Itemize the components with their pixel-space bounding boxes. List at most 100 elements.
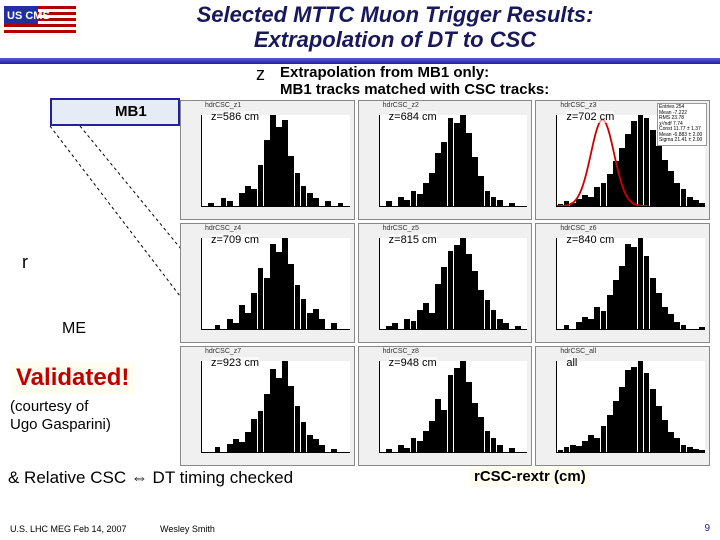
bar <box>613 401 619 452</box>
bar <box>466 133 472 206</box>
bar <box>662 307 668 329</box>
bar <box>656 293 662 329</box>
title-line1: Selected MTTC Muon Trigger Results: <box>197 2 594 27</box>
bar <box>404 200 410 206</box>
bar <box>582 441 588 452</box>
bar <box>638 238 644 329</box>
bar <box>509 448 515 452</box>
chart-root-title: hdrCSC_z8 <box>383 348 419 355</box>
bar <box>429 173 435 206</box>
bar <box>693 449 699 452</box>
bar <box>301 299 307 329</box>
chart-plot-area <box>201 361 350 453</box>
bar <box>276 378 282 452</box>
bar <box>208 203 214 206</box>
bar <box>386 326 392 329</box>
chart-bars <box>202 238 350 329</box>
bar <box>650 278 656 329</box>
bar <box>258 411 264 452</box>
chart-label: z=815 cm <box>389 234 437 246</box>
bar <box>497 319 503 329</box>
bar <box>423 303 429 329</box>
bar <box>282 120 288 206</box>
bar <box>638 361 644 452</box>
bar <box>282 361 288 452</box>
bar <box>227 319 233 329</box>
bar <box>301 422 307 452</box>
subtitle-line2: MB1 tracks matched with CSC tracks: <box>280 81 549 98</box>
bar <box>509 203 515 206</box>
bar <box>650 389 656 452</box>
bar <box>386 449 392 452</box>
bar <box>472 157 478 206</box>
bar <box>282 238 288 329</box>
bar <box>270 115 276 206</box>
bar <box>288 386 294 452</box>
bar <box>404 448 410 452</box>
bar <box>693 200 699 206</box>
bar <box>650 130 656 206</box>
bar <box>386 201 392 206</box>
chart-root-title: hdrCSC_z6 <box>560 225 596 232</box>
bar <box>478 417 484 452</box>
bar <box>613 280 619 329</box>
bar <box>625 370 631 452</box>
bar <box>631 367 637 452</box>
bar <box>258 165 264 206</box>
chart-root-title: hdrCSC_z2 <box>383 102 419 109</box>
chart-root-title: hdrCSC_z3 <box>560 102 596 109</box>
bar <box>564 325 570 329</box>
bar <box>570 445 576 452</box>
bar <box>264 394 270 452</box>
bar <box>491 438 497 452</box>
bar <box>607 415 613 452</box>
bar <box>594 438 600 452</box>
bar <box>417 441 423 452</box>
bar <box>674 438 680 452</box>
bar <box>681 325 687 329</box>
histogram-0: hdrCSC_z1z=586 cm <box>180 100 355 220</box>
chart-bars <box>380 238 528 329</box>
chart-label: all <box>566 357 577 369</box>
bar <box>295 173 301 206</box>
bar <box>288 264 294 329</box>
chart-root-title: hdrCSC_z5 <box>383 225 419 232</box>
bar <box>485 191 491 206</box>
bar <box>411 438 417 452</box>
chart-plot-area <box>379 115 528 207</box>
courtesy-line2: Ugo Gasparini) <box>10 416 111 434</box>
bar <box>307 193 313 206</box>
bar <box>472 271 478 330</box>
bar <box>411 191 417 206</box>
chart-bars <box>202 361 350 452</box>
bar <box>233 323 239 329</box>
bar <box>221 198 227 206</box>
bar <box>454 123 460 206</box>
bar <box>472 403 478 452</box>
slide-title: Selected MTTC Muon Trigger Results:Extra… <box>80 2 710 53</box>
chart-plot-area <box>201 238 350 330</box>
bar <box>245 432 251 452</box>
bar <box>227 201 233 206</box>
bar <box>491 197 497 206</box>
courtesy-line1: (courtesy of <box>10 398 111 416</box>
chart-label: z=702 cm <box>566 111 614 123</box>
histogram-8: hdrCSC_allall <box>535 346 710 466</box>
bar <box>270 369 276 452</box>
bar <box>662 160 668 206</box>
chart-bars <box>557 361 705 452</box>
bar <box>245 313 251 329</box>
title-line2: Extrapolation of DT to CSC <box>254 27 536 52</box>
bar <box>687 197 693 206</box>
bar <box>435 284 441 330</box>
bar <box>668 314 674 329</box>
bar <box>319 445 325 452</box>
histogram-7: hdrCSC_z8z=948 cm <box>358 346 533 466</box>
bar <box>601 426 607 452</box>
bar <box>417 194 423 206</box>
bar <box>392 323 398 330</box>
bar <box>674 183 680 206</box>
bar <box>454 368 460 452</box>
chart-bars <box>380 361 528 452</box>
bar <box>466 254 472 329</box>
